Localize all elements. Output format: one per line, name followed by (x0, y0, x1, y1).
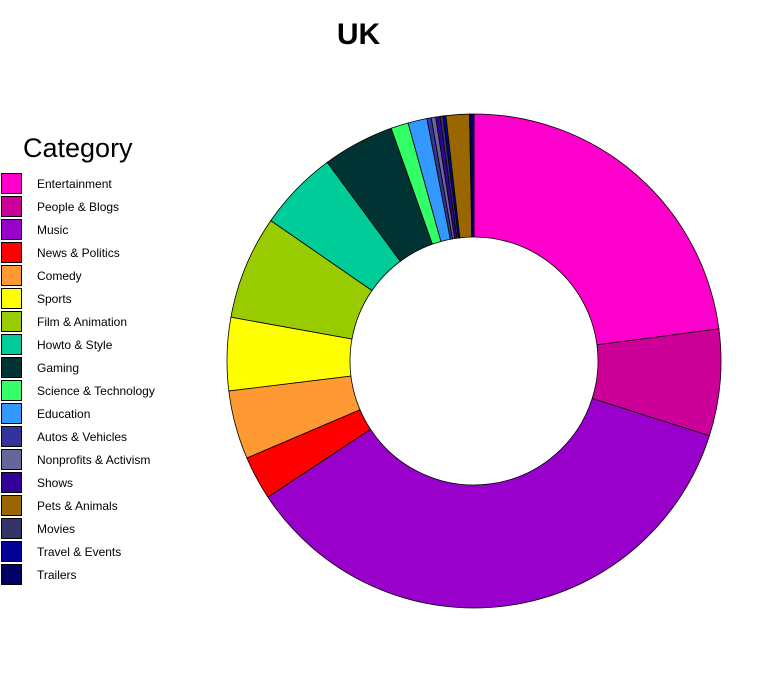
legend-item: Trailers (0, 564, 200, 587)
legend-item: Pets & Animals (0, 495, 200, 518)
legend-label: Education (37, 407, 91, 421)
legend-label: Pets & Animals (37, 499, 118, 513)
legend-label: Shows (37, 476, 74, 490)
legend-label: News & Politics (37, 246, 120, 260)
legend-label: Film & Animation (37, 315, 128, 329)
legend-swatch (1, 242, 22, 263)
legend-swatch (1, 173, 22, 194)
legend-label: Travel & Events (37, 545, 122, 559)
chart-title: UK (336, 18, 381, 51)
legend-label: Autos & Vehicles (37, 430, 128, 444)
legend-item: Gaming (0, 357, 200, 380)
legend-swatch (1, 357, 22, 378)
legend-swatch (1, 265, 22, 286)
legend-item: People & Blogs (0, 196, 200, 219)
legend-item: Music (0, 219, 200, 242)
legend-swatch (1, 380, 22, 401)
legend-swatch (1, 311, 22, 332)
legend-item: Sports (0, 288, 200, 311)
donut-slice (469, 113, 475, 238)
legend-swatch (1, 541, 22, 562)
legend-item: Shows (0, 472, 200, 495)
legend-label: Howto & Style (37, 338, 113, 352)
legend-swatch (1, 219, 22, 240)
legend-item: Comedy (0, 265, 200, 288)
legend-label: Comedy (37, 269, 82, 283)
legend-swatch (1, 449, 22, 470)
legend-swatch (1, 495, 22, 516)
legend-label: Nonprofits & Activism (37, 453, 151, 467)
legend-swatch (1, 403, 22, 424)
legend-item: News & Politics (0, 242, 200, 265)
legend-item: Travel & Events (0, 541, 200, 564)
legend-item: Science & Technology (0, 380, 200, 403)
legend-label: Trailers (37, 568, 77, 582)
legend-label: Movies (37, 522, 76, 536)
legend-item: Film & Animation (0, 311, 200, 334)
legend-label: Gaming (37, 361, 80, 375)
legend-item: Howto & Style (0, 334, 200, 357)
legend-label: Entertainment (37, 177, 112, 191)
legend-swatch (1, 472, 22, 493)
donut-slice (267, 398, 710, 609)
legend-item: Entertainment (0, 173, 200, 196)
legend-item: Education (0, 403, 200, 426)
legend-swatch (1, 564, 22, 585)
legend-label: Science & Technology (37, 384, 155, 398)
legend-item: Movies (0, 518, 200, 541)
legend-swatch (1, 334, 22, 355)
legend-swatch (1, 518, 22, 539)
legend-item: Autos & Vehicles (0, 426, 200, 449)
legend-label: Music (37, 223, 69, 237)
legend-label: Sports (37, 292, 72, 306)
legend-swatch (1, 288, 22, 309)
legend-item: Nonprofits & Activism (0, 449, 200, 472)
legend-title: Category (23, 133, 133, 163)
legend-label: People & Blogs (37, 200, 120, 214)
legend-swatch (1, 426, 22, 447)
donut-slice (473, 113, 720, 346)
legend-swatch (1, 196, 22, 217)
